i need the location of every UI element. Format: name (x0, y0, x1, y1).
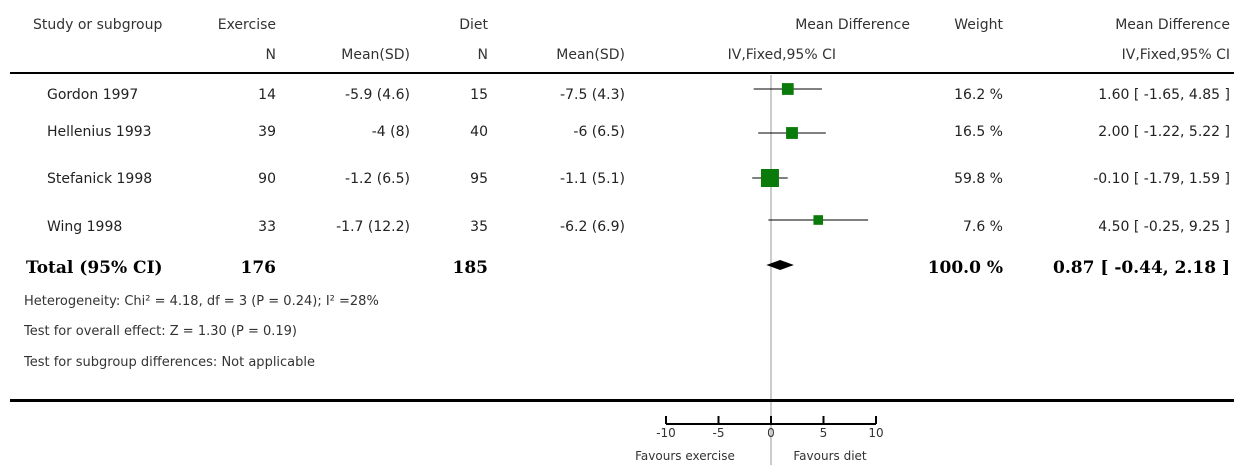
mean-sd1-header: Mean(SD) (341, 47, 410, 63)
x-tick-label: 10 (868, 426, 883, 440)
exercise-n: 14 (258, 87, 276, 103)
diet-mean-sd: -6 (6.5) (573, 124, 625, 140)
study-column-header: Study or subgroup (33, 17, 163, 33)
diet-group-header: Diet (459, 17, 488, 33)
exercise-n: 90 (258, 171, 276, 187)
x-tick-label: 5 (820, 426, 828, 440)
total-weight: 100.0 % (927, 258, 1003, 278)
ci-method-header: IV,Fixed,95% CI (1121, 47, 1230, 63)
ci-text: 4.50 [ -0.25, 9.25 ] (1098, 219, 1230, 235)
effect-method-header: IV,Fixed,95% CI (727, 47, 836, 63)
n1-header: N (265, 47, 276, 63)
diet-mean-sd: -7.5 (4.3) (560, 87, 625, 103)
ci-column-header: Mean Difference (1115, 17, 1230, 33)
pooled-diamond (766, 260, 794, 270)
favours-right-label: Favours diet (793, 449, 867, 463)
x-tick-label: 0 (767, 426, 775, 440)
weight-value: 16.2 % (954, 87, 1003, 103)
diet-mean-sd: -1.1 (5.1) (560, 171, 625, 187)
ci-text: 1.60 [ -1.65, 4.85 ] (1098, 87, 1230, 103)
exercise-mean-sd: -1.7 (12.2) (336, 219, 410, 235)
weight-value: 59.8 % (954, 171, 1003, 187)
x-tick-label: -10 (656, 426, 676, 440)
n2-header: N (477, 47, 488, 63)
x-tick-label: -5 (713, 426, 725, 440)
diet-n: 15 (470, 87, 488, 103)
subgroup-note: Test for subgroup differences: Not appli… (24, 355, 316, 370)
total-label: Total (95% CI) (26, 258, 163, 278)
overall-effect-note: Test for overall effect: Z = 1.30 (P = 0… (24, 324, 297, 339)
exercise-mean-sd: -4 (8) (371, 124, 410, 140)
exercise-group-header: Exercise (217, 17, 276, 33)
effect-column-header: Mean Difference (795, 17, 910, 33)
total-ci-text: 0.87 [ -0.44, 2.18 ] (1053, 258, 1230, 278)
total-exercise-n: 176 (240, 258, 277, 278)
study-name: Wing 1998 (47, 219, 123, 235)
total-diet-n: 185 (452, 258, 489, 278)
exercise-mean-sd: -5.9 (4.6) (345, 87, 410, 103)
study-name: Hellenius 1993 (47, 124, 152, 140)
effect-marker (786, 127, 798, 139)
exercise-n: 39 (258, 124, 276, 140)
ci-text: 2.00 [ -1.22, 5.22 ] (1098, 124, 1230, 140)
exercise-n: 33 (258, 219, 276, 235)
bottom-rule (10, 399, 1234, 402)
weight-value: 16.5 % (954, 124, 1003, 140)
effect-marker (781, 83, 794, 95)
effect-marker (813, 215, 824, 225)
study-name: Stefanick 1998 (47, 171, 153, 187)
weight-column-header: Weight (954, 17, 1003, 33)
mean-sd2-header: Mean(SD) (556, 47, 625, 63)
heterogeneity-note: Heterogeneity: Chi² = 4.18, df = 3 (P = … (24, 294, 379, 309)
weight-value: 7.6 % (962, 219, 1003, 235)
header-rule (10, 72, 1234, 74)
study-name: Gordon 1997 (47, 87, 139, 103)
exercise-mean-sd: -1.2 (6.5) (345, 171, 410, 187)
effect-marker (760, 169, 779, 187)
diet-n: 40 (470, 124, 488, 140)
ci-text: -0.10 [ -1.79, 1.59 ] (1093, 171, 1230, 187)
diet-mean-sd: -6.2 (6.9) (560, 219, 625, 235)
favours-left-label: Favours exercise (635, 449, 735, 463)
diet-n: 35 (470, 219, 488, 235)
diet-n: 95 (470, 171, 488, 187)
